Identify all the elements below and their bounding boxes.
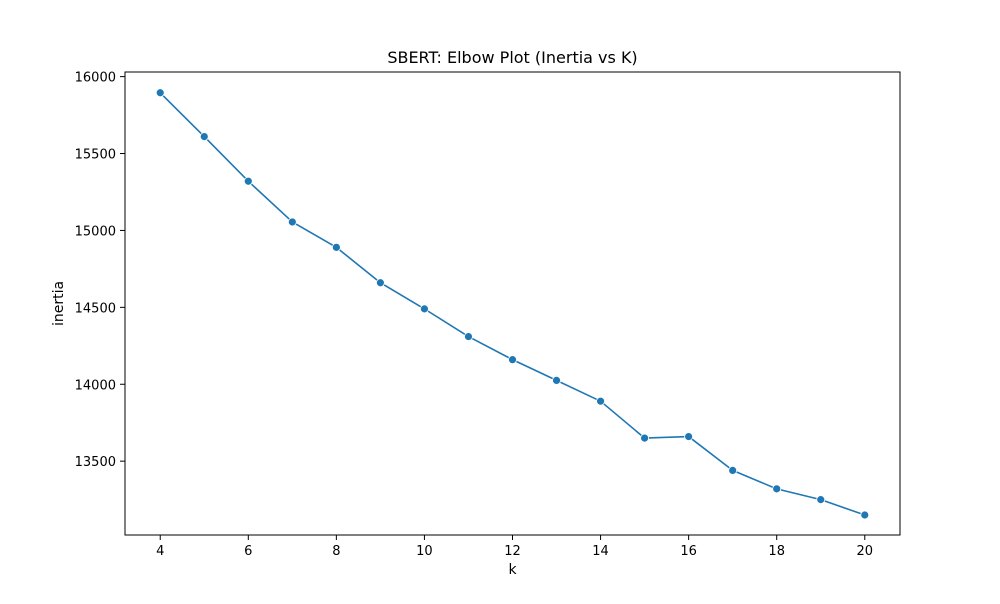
chart-title: SBERT: Elbow Plot (Inertia vs K) [387,48,637,67]
data-point [375,278,385,288]
x-tick-label: 6 [244,544,252,559]
series-line [159,92,866,516]
y-tick-label: 14000 [75,378,116,393]
data-point [464,332,473,341]
data-point [508,355,517,365]
plot-area: 4 6 8 10 12 14 16 18 20 13500 14000 14500 15000 15500… [75,71,901,559]
data-point [287,217,297,227]
data-point [155,88,165,98]
x-tick-label: 12 [504,544,521,559]
x-tick-label: 10 [416,544,433,559]
x-tick-label: 8 [332,544,340,559]
x-tick-label: 4 [156,544,164,559]
data-point [772,484,782,494]
data-point [816,495,826,505]
data-point [860,510,870,520]
x-tick-label: 14 [592,544,609,559]
y-tick-label: 16000 [75,71,116,86]
y-tick-label: 15500 [75,148,116,163]
data-point [640,433,650,443]
x-axis-label: k [508,562,517,578]
data-point [243,176,253,186]
data-point [420,304,429,314]
x-tick-label: 20 [856,544,873,559]
data-point [552,376,561,385]
axes-frame [124,71,901,536]
x-tick-label: 16 [680,544,697,559]
data-point [596,396,605,406]
y-tick-label: 13500 [75,455,116,470]
data-point [199,132,209,142]
data-point [331,242,341,252]
y-tick-label: 15000 [75,224,116,239]
data-point [684,432,694,441]
y-tick-label: 14500 [75,301,116,316]
x-tick-label: 18 [768,544,785,559]
data-point [728,465,738,475]
y-axis-label: inertia [51,281,67,326]
